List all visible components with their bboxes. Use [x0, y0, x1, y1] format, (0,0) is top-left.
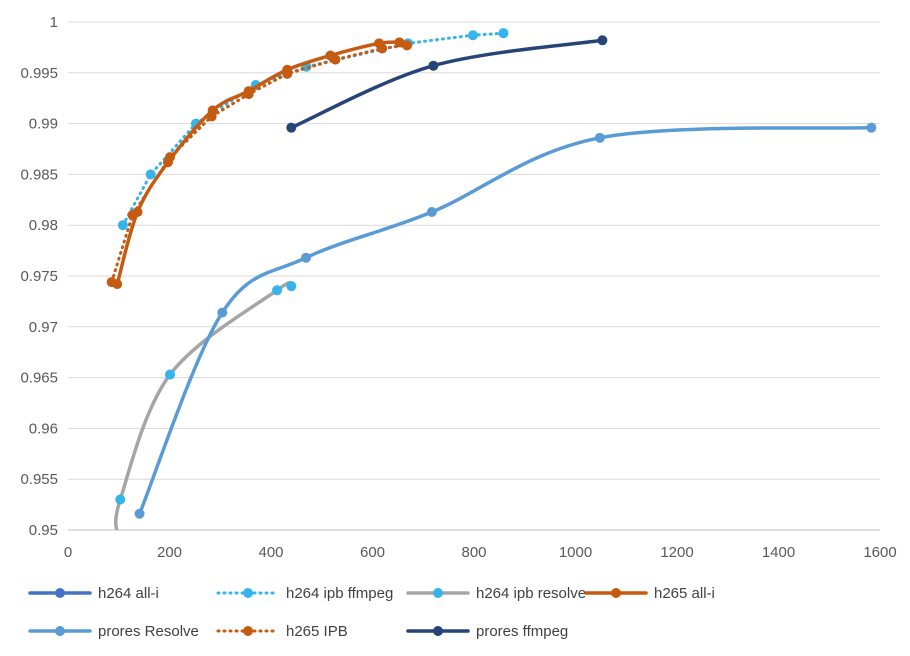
y-tick-label: 0.98	[29, 217, 58, 234]
data-point	[106, 277, 117, 288]
y-tick-label: 0.975	[20, 268, 58, 285]
series-line	[110, 43, 409, 284]
data-point	[428, 60, 439, 71]
legend-label: h264 ipb ffmpeg	[286, 585, 393, 602]
data-point	[402, 40, 413, 51]
chart-legend: h264 all-i h264 ipb ffmpeg h264 ipb resolv…	[28, 585, 715, 640]
data-point	[377, 43, 388, 54]
legend-swatch-marker	[243, 588, 253, 598]
data-point	[243, 89, 254, 100]
legend-item: h264 ipb resolve	[406, 585, 586, 602]
data-point	[127, 210, 138, 221]
legend-label: h264 all-i	[98, 585, 159, 602]
legend-item: h265 all-i	[584, 585, 715, 602]
y-tick-label: 0.95	[29, 522, 58, 539]
y-tick-label: 1	[50, 14, 58, 31]
legend-swatch-marker	[433, 588, 443, 598]
series-line	[137, 125, 874, 516]
data-point	[145, 169, 156, 180]
legend-item: h264 all-i	[28, 585, 159, 602]
legend-label: h265 IPB	[286, 623, 348, 640]
y-tick-label: 0.965	[20, 370, 58, 387]
series-prores-ffmpeg	[286, 35, 608, 133]
legend-label: h265 all-i	[654, 585, 715, 602]
data-point	[115, 494, 126, 505]
x-axis-tick-labels: 0 200 400 600 800 1000 1200 1400 1600	[64, 544, 897, 561]
data-point	[594, 132, 605, 143]
data-point	[117, 220, 128, 231]
x-tick-label: 1000	[559, 544, 592, 561]
data-point	[165, 152, 176, 163]
legend-swatch-marker	[611, 588, 621, 598]
legend-swatch-marker	[55, 626, 65, 636]
y-tick-label: 0.96	[29, 420, 58, 437]
x-tick-label: 1400	[762, 544, 795, 561]
series-h264-ipb-resolve	[114, 280, 297, 530]
legend-item: prores ffmpeg	[406, 623, 568, 640]
data-point	[165, 369, 176, 380]
data-point	[467, 30, 478, 41]
data-point	[206, 111, 217, 122]
x-tick-label: 0	[64, 544, 72, 561]
data-point	[134, 508, 145, 519]
legend-swatch-marker	[433, 626, 443, 636]
data-point	[272, 285, 283, 296]
legend-label: prores Resolve	[98, 623, 199, 640]
data-point	[301, 252, 312, 263]
data-point	[286, 281, 297, 292]
legend-label: prores ffmpeg	[476, 623, 568, 640]
legend-item: h265 IPB	[216, 623, 348, 640]
x-tick-label: 600	[360, 544, 385, 561]
x-tick-label: 1200	[660, 544, 693, 561]
data-point	[330, 54, 341, 65]
data-point	[866, 122, 877, 133]
x-tick-label: 1600	[863, 544, 896, 561]
legend-item: h264 ipb ffmpeg	[216, 585, 393, 602]
y-tick-label: 0.97	[29, 319, 58, 336]
legend-swatch-marker	[243, 626, 253, 636]
data-point	[217, 307, 228, 318]
series-h265-ipb	[106, 40, 413, 288]
chart-gridlines	[68, 21, 880, 531]
x-tick-label: 400	[258, 544, 283, 561]
y-axis-tick-labels: 0.95 0.955 0.96 0.965 0.97 0.975 0.98 0.985 0.99…	[20, 14, 58, 539]
y-tick-label: 0.995	[20, 65, 58, 82]
data-point	[597, 35, 608, 46]
y-tick-label: 0.985	[20, 166, 58, 183]
data-point	[498, 28, 509, 39]
y-tick-label: 0.955	[20, 471, 58, 488]
legend-swatch-marker	[55, 588, 65, 598]
data-point	[426, 206, 437, 217]
data-point	[286, 122, 297, 133]
series-h264-ipb-ffmpeg	[117, 28, 509, 231]
series-line	[114, 280, 294, 530]
x-tick-label: 200	[157, 544, 182, 561]
chart-series	[106, 28, 877, 530]
series-h265-all-i	[112, 37, 405, 290]
y-tick-label: 0.99	[29, 116, 58, 133]
series-prores-resolve	[134, 122, 877, 519]
x-tick-label: 800	[461, 544, 486, 561]
legend-label: h264 ipb resolve	[476, 585, 586, 602]
legend-item: prores Resolve	[28, 623, 199, 640]
data-point	[282, 68, 293, 79]
